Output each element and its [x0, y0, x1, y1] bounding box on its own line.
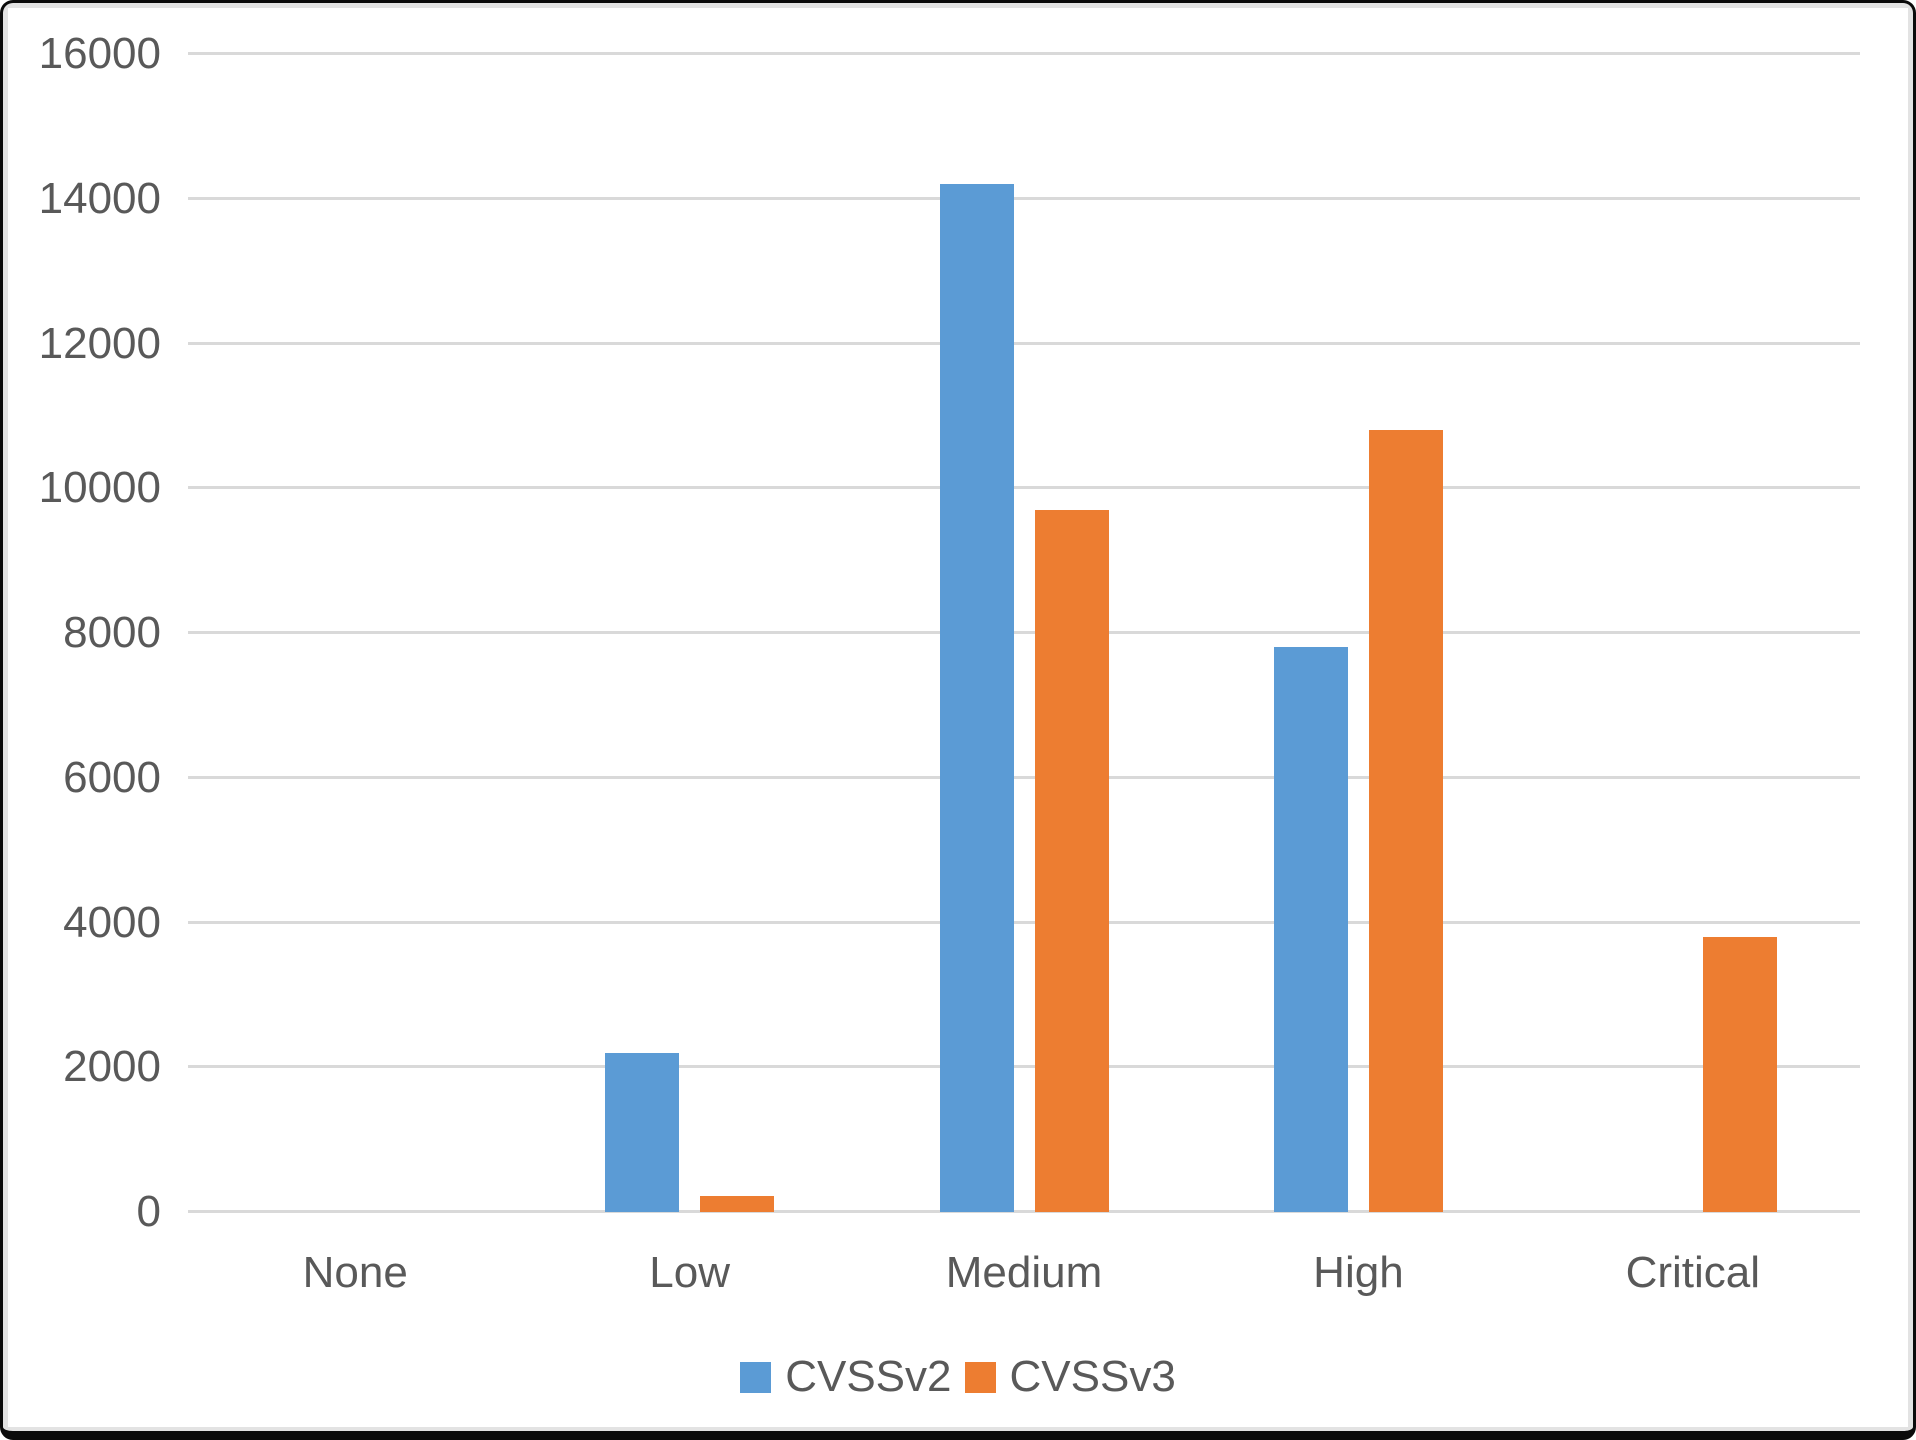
x-category-label-critical: Critical: [1625, 1248, 1761, 1297]
legend-label-cvssv3: CVSSv3: [1009, 1352, 1176, 1401]
legend-item-cvssv2: CVSSv2: [740, 1352, 952, 1401]
bar-cvssv2-medium: [939, 184, 1014, 1212]
y-tick-label-14000: 14000: [38, 173, 161, 223]
gridline-2000: [188, 1065, 1860, 1069]
band-none: [188, 54, 522, 1212]
legend-item-cvssv3: CVSSv3: [964, 1352, 1176, 1401]
bar-cvssv3-critical: [1703, 936, 1778, 1212]
y-tick-label-12000: 12000: [38, 318, 161, 368]
gridline-8000: [188, 631, 1860, 634]
y-axis: 0 2000 4000 6000 8000 10000 12000 14000 16000: [23, 29, 161, 1236]
gridline-0: [188, 1210, 1860, 1213]
legend-label-cvssv2: CVSSv2: [785, 1352, 952, 1401]
gridline-10000: [188, 486, 1860, 490]
band-critical: [1526, 54, 1860, 1212]
y-tick-label-10000: 10000: [38, 463, 161, 513]
gridline-14000: [188, 196, 1860, 200]
y-tick-label-16000: 16000: [38, 29, 161, 78]
band-medium: [857, 54, 1191, 1212]
bar-cvssv3-low: [700, 1196, 775, 1212]
y-tick-label-6000: 6000: [63, 752, 161, 802]
legend-swatch-cvssv3: [964, 1361, 996, 1393]
gridline-6000: [188, 775, 1860, 779]
chart-surface: 0 2000 4000 6000 8000 10000 12000 14000 16000 No…: [8, 8, 1908, 1427]
bar-cvssv3-high: [1368, 430, 1443, 1212]
band-high: [1191, 54, 1525, 1212]
band-low: [522, 54, 856, 1212]
y-tick-label-2000: 2000: [63, 1042, 161, 1092]
gridline-16000: [188, 52, 1860, 55]
plot-area: [188, 52, 1860, 1213]
gridline-4000: [188, 920, 1860, 924]
y-tick-label-8000: 8000: [63, 608, 161, 657]
bar-cvssv2-low: [605, 1052, 680, 1212]
y-tick-label-4000: 4000: [63, 897, 161, 947]
legend-swatch-cvssv2: [740, 1361, 772, 1393]
x-axis: None Low Medium High Critical: [188, 1245, 1860, 1301]
bar-bands: [188, 54, 1860, 1212]
x-category-label-high: High: [1313, 1248, 1404, 1297]
bar-cvssv2-high: [1273, 647, 1348, 1212]
x-category-label-none: None: [302, 1248, 408, 1297]
x-category-label-medium: Medium: [945, 1248, 1103, 1297]
x-category-label-low: Low: [649, 1248, 730, 1297]
legend: CVSSv2 CVSSv3: [8, 1353, 1908, 1401]
gridline-12000: [188, 341, 1860, 345]
y-tick-label-0: 0: [136, 1187, 161, 1236]
bar-cvssv3-medium: [1034, 509, 1109, 1212]
